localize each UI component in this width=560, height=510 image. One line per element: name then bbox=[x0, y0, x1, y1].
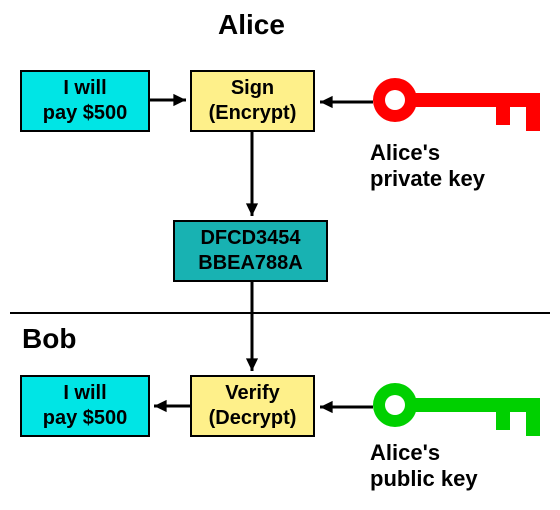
private-key-icon bbox=[373, 78, 540, 131]
ciphertext-box: DFCD3454BBEA788A bbox=[173, 220, 328, 282]
verify-box: Verify(Decrypt) bbox=[190, 375, 315, 437]
public-key-label-text: Alice'spublic key bbox=[370, 440, 478, 491]
sign-box: Sign(Encrypt) bbox=[190, 70, 315, 132]
sign-box-text: Sign(Encrypt) bbox=[209, 76, 297, 126]
private-key-label-text: Alice'sprivate key bbox=[370, 140, 485, 191]
private-key-label: Alice'sprivate key bbox=[370, 140, 485, 193]
title-alice: Alice bbox=[218, 8, 285, 42]
public-key-icon bbox=[373, 383, 540, 436]
plaintext-top-box: I willpay $500 bbox=[20, 70, 150, 132]
title-bob: Bob bbox=[22, 322, 76, 356]
plaintext-bottom-text: I willpay $500 bbox=[43, 381, 128, 431]
plaintext-top-text: I willpay $500 bbox=[43, 76, 128, 126]
ciphertext-text: DFCD3454BBEA788A bbox=[198, 226, 302, 276]
plaintext-bottom-box: I willpay $500 bbox=[20, 375, 150, 437]
verify-box-text: Verify(Decrypt) bbox=[209, 381, 297, 431]
public-key-label: Alice'spublic key bbox=[370, 440, 478, 493]
